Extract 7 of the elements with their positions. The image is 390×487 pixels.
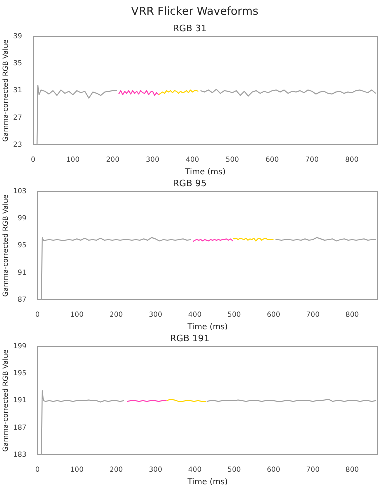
chart-title: VRR Flicker Waveforms [130, 4, 260, 20]
x-axis-title: Time (ms) [184, 167, 226, 176]
x-axis-title: Time (ms) [186, 477, 228, 486]
chart-subtitle: RGB 31 [173, 24, 207, 35]
chart-subtitle: RGB 191 [170, 334, 210, 345]
x-axis-title: Time (ms) [186, 322, 228, 332]
chart-subtitle: RGB 95 [173, 180, 207, 190]
